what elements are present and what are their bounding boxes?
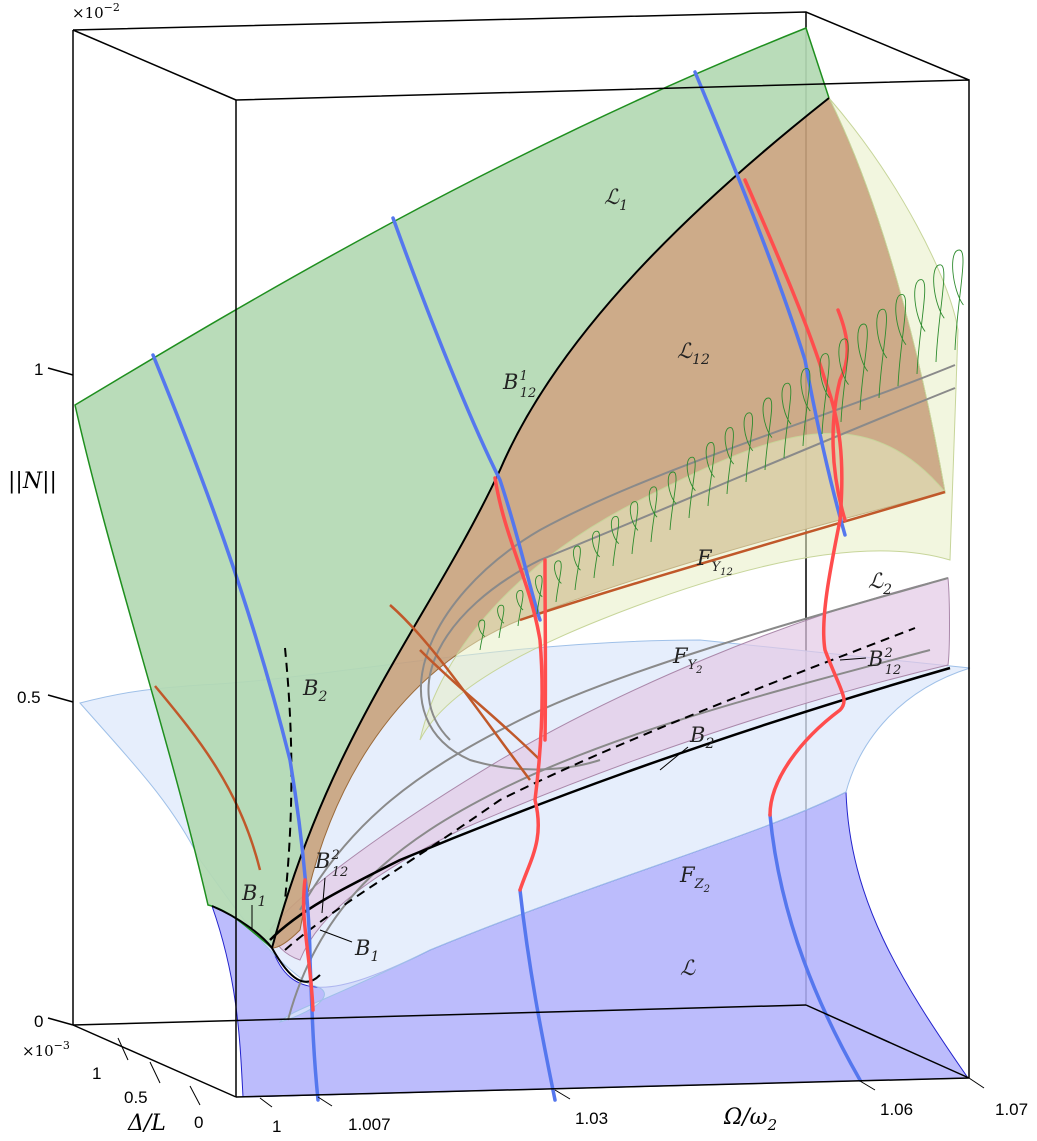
x-tick-1: 1 — [272, 1117, 281, 1136]
z-tick-0.5: 0.5 — [17, 688, 41, 707]
y-tick-0.5: 0.5 — [124, 1088, 148, 1107]
z-tick-0: 0 — [34, 1012, 43, 1031]
z-tick-1: 1 — [34, 360, 43, 379]
x-tick-1.03: 1.03 — [575, 1109, 608, 1128]
label-L2: ℒ2 — [868, 569, 892, 598]
y-axis: 1 0.5 0 Δ/L ×10−3 — [22, 1038, 203, 1136]
y-axis-label: Δ/L — [127, 1111, 166, 1136]
y-tick-1: 1 — [92, 1064, 101, 1083]
y-tick-0: 0 — [194, 1113, 203, 1132]
x-tick-1.007: 1.007 — [348, 1115, 391, 1134]
x-axis-label: Ω/ω2 — [723, 1105, 777, 1134]
y-axis-multiplier: ×10−3 — [22, 1039, 70, 1060]
label-L: ℒ — [680, 956, 696, 980]
x-tick-1.07: 1.07 — [995, 1100, 1028, 1119]
x-tick-1.06: 1.06 — [880, 1100, 913, 1119]
z-axis-label: ||N|| — [8, 469, 57, 494]
z-axis-multiplier: ×10−2 — [72, 1, 120, 22]
